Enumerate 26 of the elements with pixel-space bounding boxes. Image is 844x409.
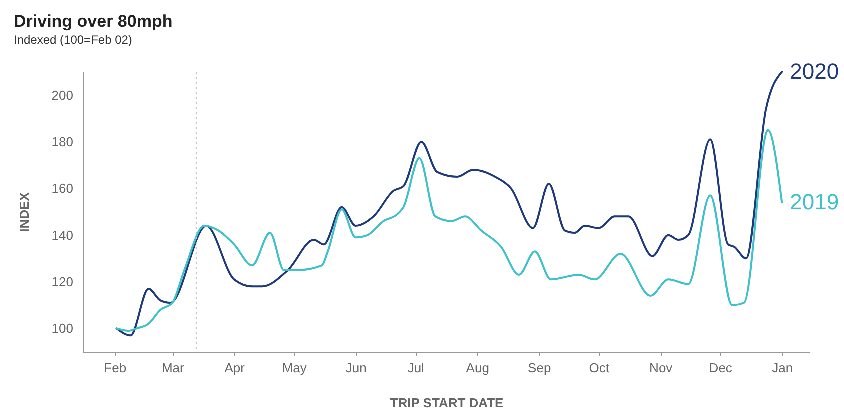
chart-subtitle: Indexed (100=Feb 02) xyxy=(14,33,132,47)
y-tick-label: 180 xyxy=(52,134,74,150)
y-axis-title: INDEX xyxy=(16,192,32,232)
series-label: 2020 xyxy=(790,59,840,84)
x-tick-label: Feb xyxy=(104,360,127,376)
line-series xyxy=(116,129,784,332)
series-label: 2019 xyxy=(790,190,840,215)
y-tick-label: 140 xyxy=(52,228,74,243)
y-tick-label: 200 xyxy=(52,88,74,103)
x-tick-label: Nov xyxy=(650,360,674,376)
x-tick-label: May xyxy=(282,360,308,376)
line-series xyxy=(116,71,784,337)
x-tick-label: Mar xyxy=(162,360,185,376)
y-tick-label: 160 xyxy=(52,181,74,196)
x-tick-label: Jul xyxy=(408,360,425,376)
x-tick-label: Jun xyxy=(346,360,367,376)
y-tick-label: 100 xyxy=(52,321,74,336)
x-tick-label: Oct xyxy=(589,360,610,376)
x-tick-label: Dec xyxy=(709,360,733,376)
x-tick-label: Apr xyxy=(224,360,246,376)
x-axis-title: TRIP START DATE xyxy=(390,396,504,409)
x-tick-label: Jan xyxy=(772,360,794,376)
x-tick-label: Aug xyxy=(466,360,490,376)
x-tick-label: Sep xyxy=(528,360,552,376)
y-tick-label: 120 xyxy=(52,274,74,290)
chart-title: Driving over 80mph xyxy=(14,12,173,31)
